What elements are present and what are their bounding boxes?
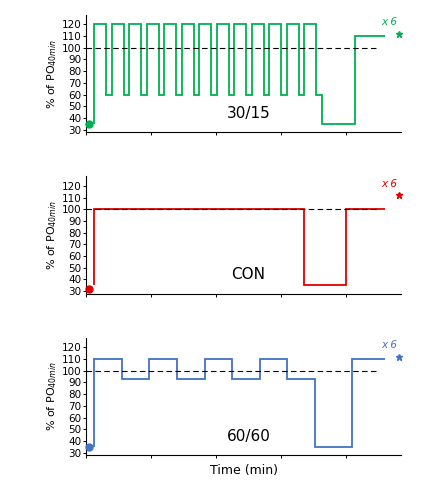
Text: 60/60: 60/60 [226,429,270,444]
Text: x 6: x 6 [381,340,396,350]
Text: x 6: x 6 [381,17,396,27]
Y-axis label: % of PO$_{40min}$: % of PO$_{40min}$ [45,38,58,108]
Text: x 6: x 6 [381,178,396,188]
X-axis label: Time (min): Time (min) [209,464,277,477]
Y-axis label: % of PO$_{40min}$: % of PO$_{40min}$ [45,200,58,270]
Y-axis label: % of PO$_{40min}$: % of PO$_{40min}$ [45,362,58,432]
Text: 30/15: 30/15 [226,106,270,121]
Text: CON: CON [231,268,265,282]
